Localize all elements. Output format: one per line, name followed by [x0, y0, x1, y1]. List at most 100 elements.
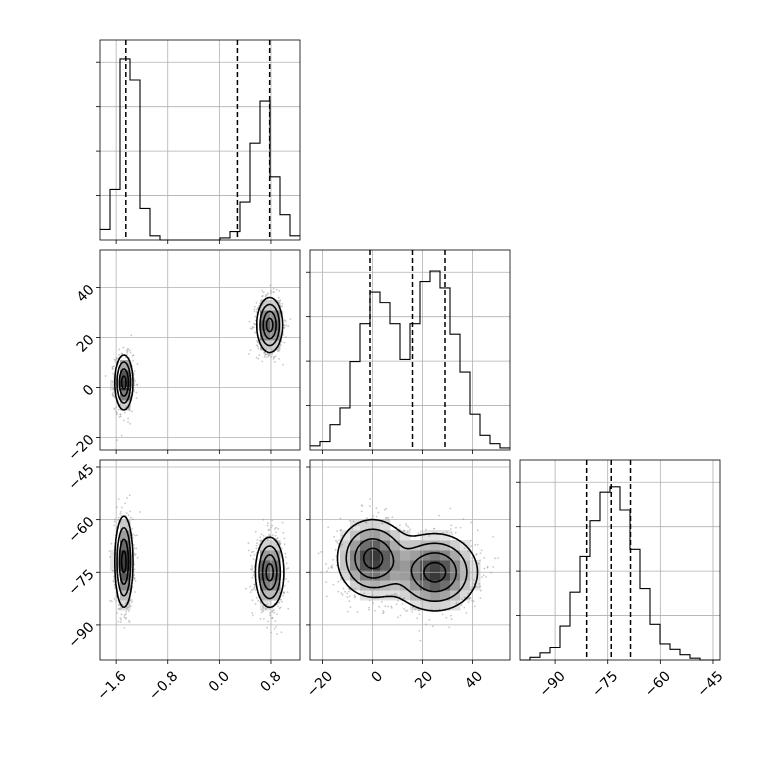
x-tick-label-p1: −20 [304, 668, 336, 700]
sample-point [471, 599, 473, 602]
sample-point [372, 515, 375, 517]
density-bin [370, 540, 381, 551]
sample-point [438, 514, 440, 517]
sample-point [331, 564, 334, 567]
sample-point [450, 531, 453, 533]
sample-point [115, 357, 118, 359]
sample-point [271, 519, 274, 522]
x-tick-label-p0: 0.0 [206, 668, 233, 695]
sample-point [280, 631, 283, 634]
sample-point [281, 305, 284, 308]
sample-point [256, 345, 259, 348]
x-tick-label-p0: −1.6 [94, 668, 129, 703]
sample-point [485, 576, 487, 578]
sample-point [279, 542, 282, 545]
sample-point [465, 612, 468, 614]
sample-point [274, 620, 277, 622]
sample-point [129, 349, 131, 352]
sample-point [497, 557, 499, 559]
sample-point [401, 603, 404, 605]
sample-point [113, 580, 115, 583]
density-bins-2 [340, 520, 481, 611]
density-bin [380, 520, 391, 531]
sample-point [282, 594, 284, 597]
density-bin [390, 580, 401, 591]
sample-point [351, 528, 354, 530]
y-tick-label-p2: −90 [65, 619, 97, 651]
sample-point [382, 611, 385, 614]
sample-point [397, 616, 399, 619]
sample-point [130, 334, 133, 337]
density-bin [340, 570, 351, 581]
sample-point [259, 302, 261, 305]
sample-point [267, 292, 269, 295]
sample-point [470, 589, 472, 591]
sample-point [249, 327, 252, 330]
y-tick-label-p2: −60 [65, 514, 97, 546]
density-bin [260, 320, 271, 331]
sample-point [385, 507, 387, 510]
sample-point [432, 625, 434, 628]
sample-point [494, 557, 496, 560]
density-bin [120, 540, 131, 551]
sample-point [492, 536, 495, 538]
sample-point [110, 600, 113, 603]
sample-point [126, 606, 129, 609]
sample-point [276, 613, 278, 615]
sample-point [261, 289, 264, 292]
sample-point [428, 535, 430, 537]
sample-point [354, 595, 356, 598]
sample-point [120, 511, 122, 513]
density-bin [380, 530, 391, 541]
sample-point [267, 620, 269, 623]
sample-point [281, 600, 283, 603]
density-bin [370, 560, 381, 571]
sample-point [402, 597, 405, 600]
sample-point [104, 375, 107, 377]
density-bin [430, 580, 441, 591]
sample-point [117, 408, 120, 411]
sample-point [132, 354, 135, 357]
sample-point [368, 608, 370, 611]
sample-point [252, 550, 255, 553]
sample-point [479, 552, 482, 554]
sample-point [124, 602, 127, 605]
sample-point [277, 296, 280, 299]
sample-point [283, 584, 286, 587]
sample-point [390, 605, 393, 608]
density-bin [400, 530, 411, 541]
histogram-panel-p1 [309, 249, 511, 451]
sample-point [121, 506, 123, 509]
sample-point [336, 530, 338, 532]
sample-point [332, 583, 335, 586]
sample-point [405, 523, 407, 525]
sample-point [272, 291, 275, 293]
sample-point [131, 518, 134, 520]
sample-point [125, 610, 127, 613]
sample-point [253, 554, 256, 556]
sample-point [136, 363, 139, 365]
density-bin [380, 550, 391, 561]
sample-point [259, 601, 262, 604]
sample-point [253, 326, 255, 329]
sample-point [252, 558, 255, 560]
contour-level-0 [120, 550, 274, 582]
sample-point [335, 564, 338, 567]
sample-point [341, 593, 344, 596]
contour-level-2 [345, 528, 468, 602]
sample-point [283, 591, 285, 594]
sample-point [405, 610, 407, 612]
density-bin [340, 560, 351, 571]
sample-point [397, 531, 400, 533]
sample-point [271, 524, 274, 527]
sample-point [428, 618, 431, 621]
sample-point [283, 543, 286, 546]
sample-point [124, 356, 127, 359]
sample-point [483, 556, 486, 559]
sample-point [450, 618, 453, 621]
sample-point [280, 598, 282, 601]
sample-point [274, 534, 277, 537]
sample-point [127, 408, 130, 410]
sample-point [260, 611, 263, 614]
